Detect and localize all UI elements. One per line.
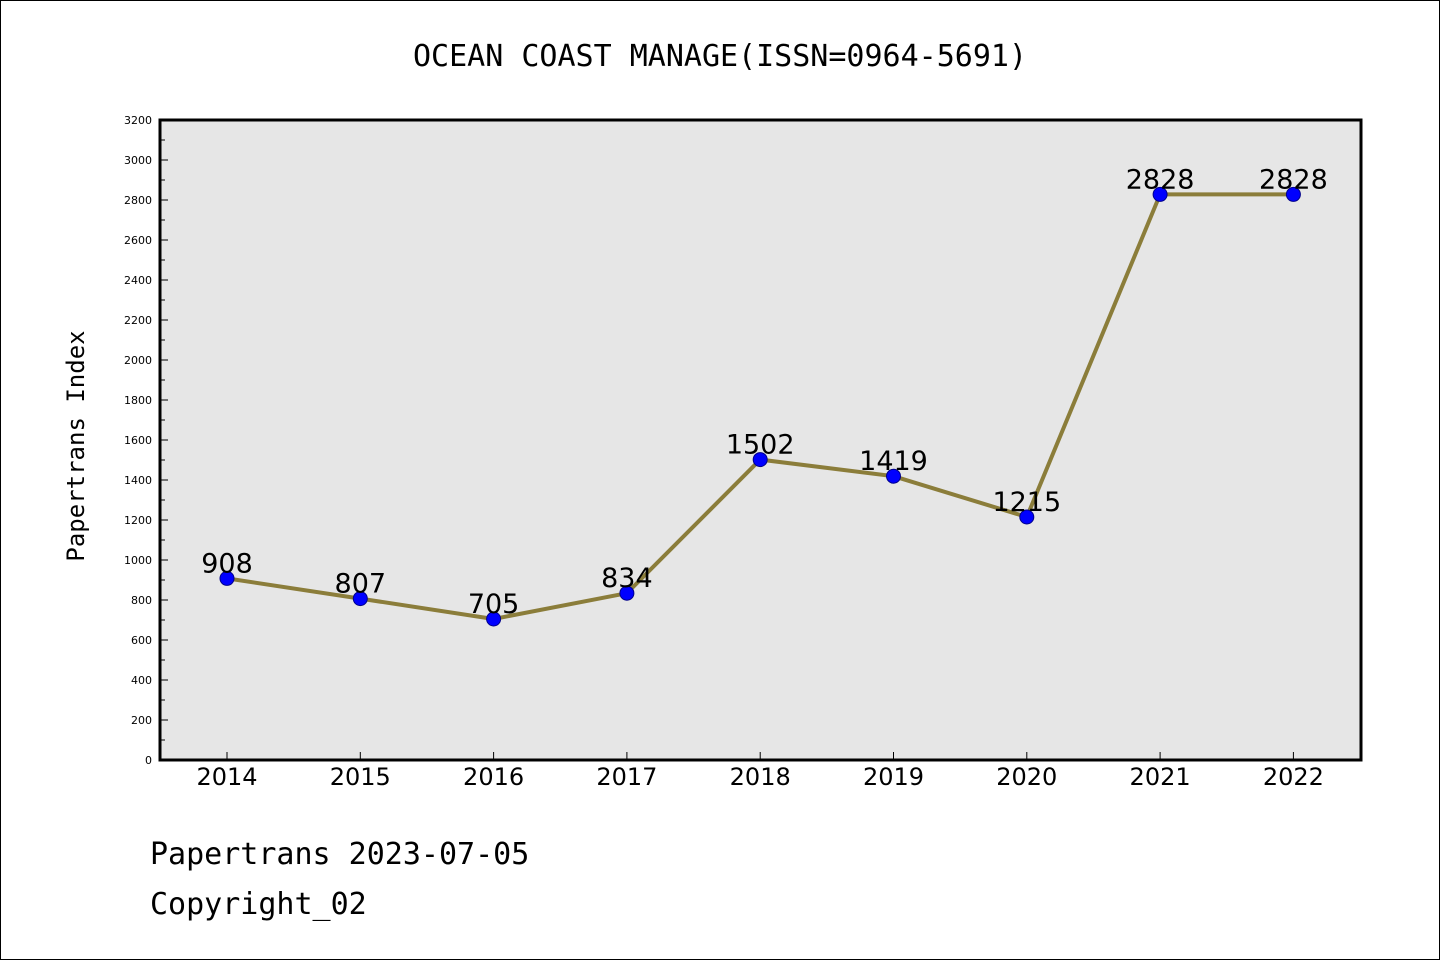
x-tick-label: 2015 (330, 763, 391, 791)
y-tick-label: 800 (131, 594, 152, 607)
x-tick-label: 2016 (463, 763, 524, 791)
y-tick-label: 2200 (124, 314, 152, 327)
y-tick-label: 2000 (124, 354, 152, 367)
data-label: 1502 (726, 430, 795, 461)
x-tick-label: 2021 (1130, 763, 1191, 791)
plot-border (158, 118, 1363, 762)
y-tick-label: 1600 (124, 434, 152, 447)
y-tick-label: 0 (145, 754, 152, 767)
data-point (486, 611, 502, 627)
y-tick-label: 2600 (124, 234, 152, 247)
data-label: 807 (335, 569, 387, 600)
data-label: 908 (201, 548, 253, 579)
x-tick-label: 2019 (863, 763, 924, 791)
plot-area (160, 120, 1361, 760)
y-tick-label: 1400 (124, 474, 152, 487)
x-tick-label: 2017 (596, 763, 657, 791)
data-label: 1215 (992, 487, 1061, 518)
y-axis-ticks: 0 200 400 600 800 1000 1200 1400 1600 1800 2000 220… (124, 114, 168, 767)
data-point (886, 468, 901, 484)
data-label: 1419 (859, 446, 928, 477)
footer-date: Papertrans 2023-07-05 (150, 837, 529, 872)
y-axis-label: Papertrans Index (62, 330, 90, 561)
x-tick-label: 2022 (1263, 763, 1324, 791)
footer-copyright: Copyright_02 (150, 887, 367, 922)
data-label: 705 (468, 589, 520, 620)
y-tick-label: 1800 (124, 394, 152, 407)
y-tick-label: 3000 (124, 154, 152, 167)
y-tick-label: 200 (131, 714, 152, 727)
y-tick-label: 600 (131, 634, 152, 647)
y-tick-label: 1000 (124, 554, 152, 567)
chart-title: OCEAN COAST MANAGE(ISSN=0964-5691) (413, 39, 1027, 74)
data-point (219, 570, 235, 586)
data-label: 2828 (1126, 164, 1195, 195)
data-label: 2828 (1259, 164, 1328, 195)
data-point (619, 585, 635, 601)
data-point (1285, 186, 1301, 202)
data-point (1019, 509, 1035, 525)
data-point (352, 591, 368, 607)
y-tick-label: 2800 (124, 194, 152, 207)
y-tick-label: 2400 (124, 274, 152, 287)
data-label: 834 (601, 563, 653, 594)
data-point (1152, 186, 1168, 202)
x-tick-label: 2014 (196, 763, 257, 791)
y-tick-label: 400 (131, 674, 152, 687)
x-tick-label: 2018 (730, 763, 791, 791)
x-tick-label: 2020 (996, 763, 1057, 791)
y-tick-label: 1200 (124, 514, 152, 527)
data-labels-group: 908 807 705 834 1502 1419 1215 2828 2828 (201, 164, 1328, 620)
data-point (752, 452, 768, 468)
series-group (219, 186, 1301, 627)
y-tick-label: 3200 (124, 114, 152, 127)
x-axis-ticks: 2014 2015 2016 2017 2018 2019 2020 2021 2022 (196, 752, 1324, 791)
